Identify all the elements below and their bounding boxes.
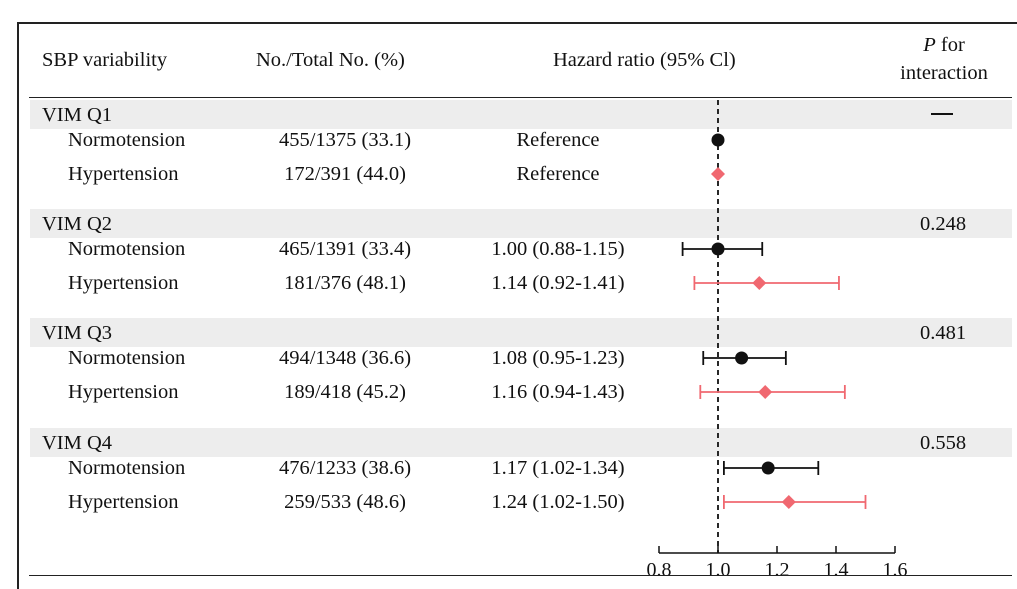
header-count: No./Total No. (%) xyxy=(256,49,405,71)
count-cell: 476/1233 (38.6) xyxy=(278,457,412,479)
x-tick-label: 1.0 xyxy=(706,559,731,581)
subgroup-label: Normotension xyxy=(68,238,186,260)
bottom-rule xyxy=(29,575,1012,576)
x-tick-label: 1.4 xyxy=(824,559,849,581)
group-band xyxy=(30,209,1012,238)
group-band xyxy=(30,318,1012,347)
subgroup-label: Normotension xyxy=(68,457,186,479)
hazard-ratio-cell: 1.17 (1.02-1.34) xyxy=(491,457,625,479)
hazard-ratio-cell: 1.14 (0.92-1.41) xyxy=(491,272,625,294)
p-interaction-value: 0.558 xyxy=(919,432,967,454)
x-tick-label: 1.6 xyxy=(883,559,908,581)
p-interaction-value: 0.248 xyxy=(919,213,967,235)
hazard-ratio-cell: Reference xyxy=(516,129,600,151)
count-cell: 465/1391 (33.4) xyxy=(278,238,412,260)
subgroup-label: Hypertension xyxy=(68,381,179,403)
hazard-ratio-cell: Reference xyxy=(516,163,600,185)
count-cell: 189/418 (45.2) xyxy=(284,381,406,403)
group-label: VIM Q2 xyxy=(42,213,113,235)
group-label: VIM Q3 xyxy=(42,322,113,344)
frame-left-border xyxy=(17,22,19,589)
point-marker xyxy=(735,351,749,365)
count-cell: 181/376 (48.1) xyxy=(284,272,406,294)
hazard-ratio-cell: 1.08 (0.95-1.23) xyxy=(491,347,625,369)
diamond-marker xyxy=(781,495,796,509)
header-p-italic: P xyxy=(923,34,936,56)
subgroup-label: Hypertension xyxy=(68,163,179,185)
hazard-ratio-cell: 1.16 (0.94-1.43) xyxy=(491,381,625,403)
header-hazard-ratio: Hazard ratio (95% Cl) xyxy=(553,49,736,71)
header-rule xyxy=(29,97,1012,98)
group-band xyxy=(30,100,1012,129)
subgroup-label: Hypertension xyxy=(68,491,179,513)
x-tick-label: 0.8 xyxy=(647,559,672,581)
diamond-marker xyxy=(758,385,773,399)
subgroup-label: Normotension xyxy=(68,129,186,151)
header-sbp-variability: SBP variability xyxy=(42,49,168,71)
diamond-marker xyxy=(752,276,767,290)
count-cell: 259/533 (48.6) xyxy=(284,491,406,513)
count-cell: 455/1375 (33.1) xyxy=(278,129,412,151)
header-p-for: for xyxy=(935,34,965,56)
header-p-line1: P for xyxy=(923,33,965,57)
p-interaction-value: 0.481 xyxy=(919,322,967,344)
hazard-ratio-cell: 1.00 (0.88-1.15) xyxy=(491,238,625,260)
p-interaction-dash xyxy=(931,113,953,115)
point-marker xyxy=(711,133,725,147)
subgroup-label: Normotension xyxy=(68,347,186,369)
group-label: VIM Q1 xyxy=(42,104,113,126)
hazard-ratio-cell: 1.24 (1.02-1.50) xyxy=(491,491,625,513)
count-cell: 172/391 (44.0) xyxy=(284,163,406,185)
count-cell: 494/1348 (36.6) xyxy=(278,347,412,369)
point-marker xyxy=(761,461,775,475)
x-tick-label: 1.2 xyxy=(765,559,790,581)
frame-top-border xyxy=(17,22,1017,24)
subgroup-label: Hypertension xyxy=(68,272,179,294)
diamond-marker xyxy=(711,167,725,181)
group-band xyxy=(30,428,1012,457)
point-marker xyxy=(711,242,725,256)
header-p-line2: interaction xyxy=(900,62,988,84)
group-label: VIM Q4 xyxy=(42,432,113,454)
